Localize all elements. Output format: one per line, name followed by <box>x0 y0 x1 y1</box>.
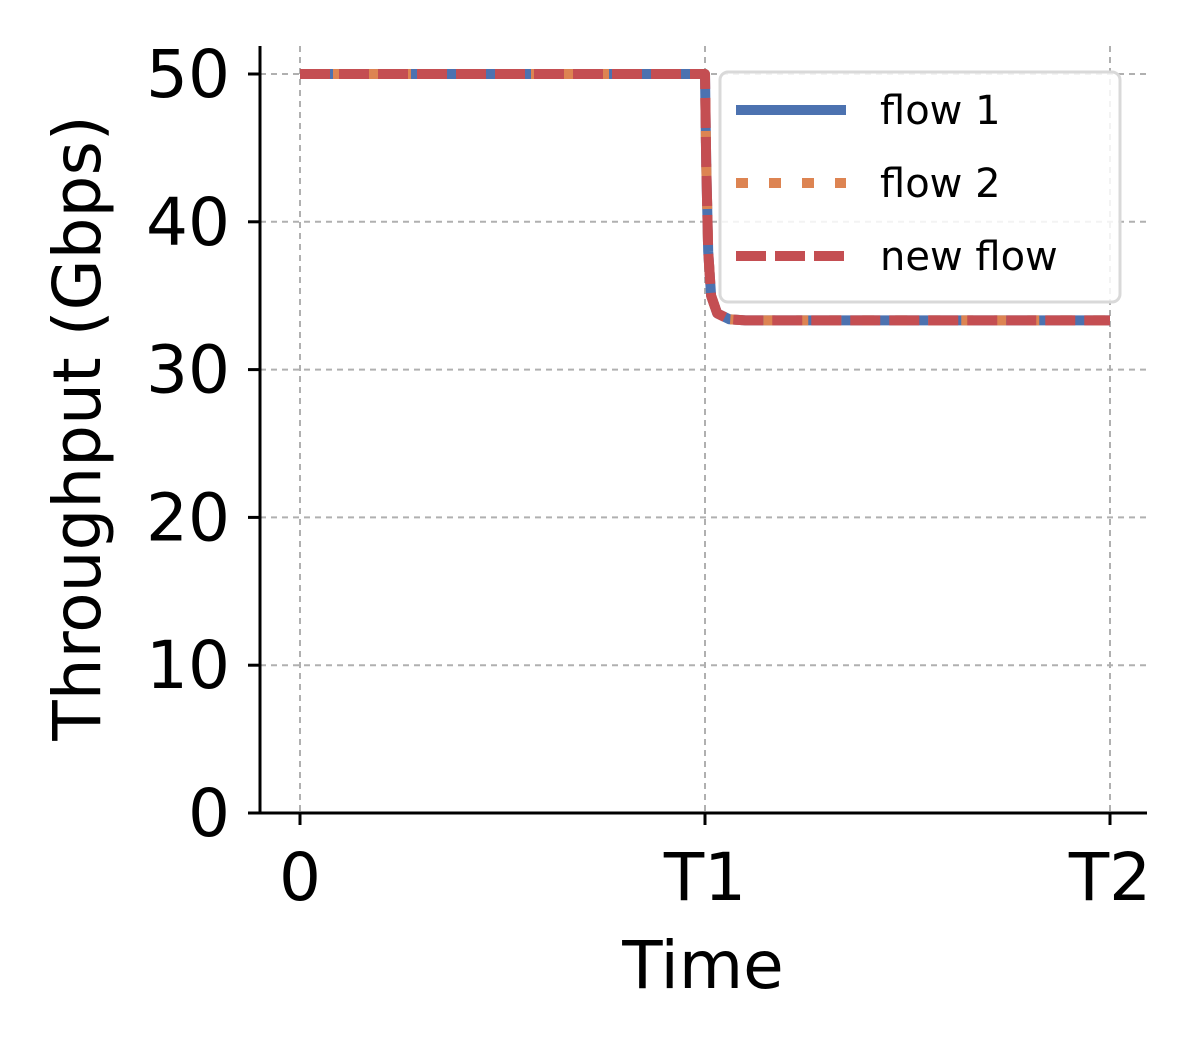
x-tick-label: 0 <box>279 839 321 916</box>
x-axis-title: Time <box>621 927 784 1004</box>
y-tick-label: 50 <box>146 36 230 113</box>
y-tick-label: 10 <box>146 627 230 704</box>
axes <box>258 46 1147 815</box>
legend-label-1: flow 1 <box>880 88 1001 134</box>
x-tick-label: T2 <box>1068 839 1151 916</box>
y-tick-label: 0 <box>188 775 230 852</box>
x-tick-label: T1 <box>663 839 746 916</box>
series-line-3 <box>300 69 1110 326</box>
y-axis-title: Throughput (Gbps) <box>39 115 116 741</box>
series-lines <box>300 69 1110 326</box>
legend: flow 1 flow 2 new flow <box>718 70 1122 304</box>
legend-label-2: flow 2 <box>880 161 1001 207</box>
tick-labels: 0 T1 T2 0 10 20 30 40 50 <box>146 36 1151 916</box>
y-tick-label: 20 <box>146 479 230 556</box>
y-tick-label: 30 <box>146 332 230 409</box>
y-tick-label: 40 <box>146 184 230 261</box>
legend-box <box>718 70 1122 304</box>
legend-label-3: new flow <box>880 234 1058 280</box>
